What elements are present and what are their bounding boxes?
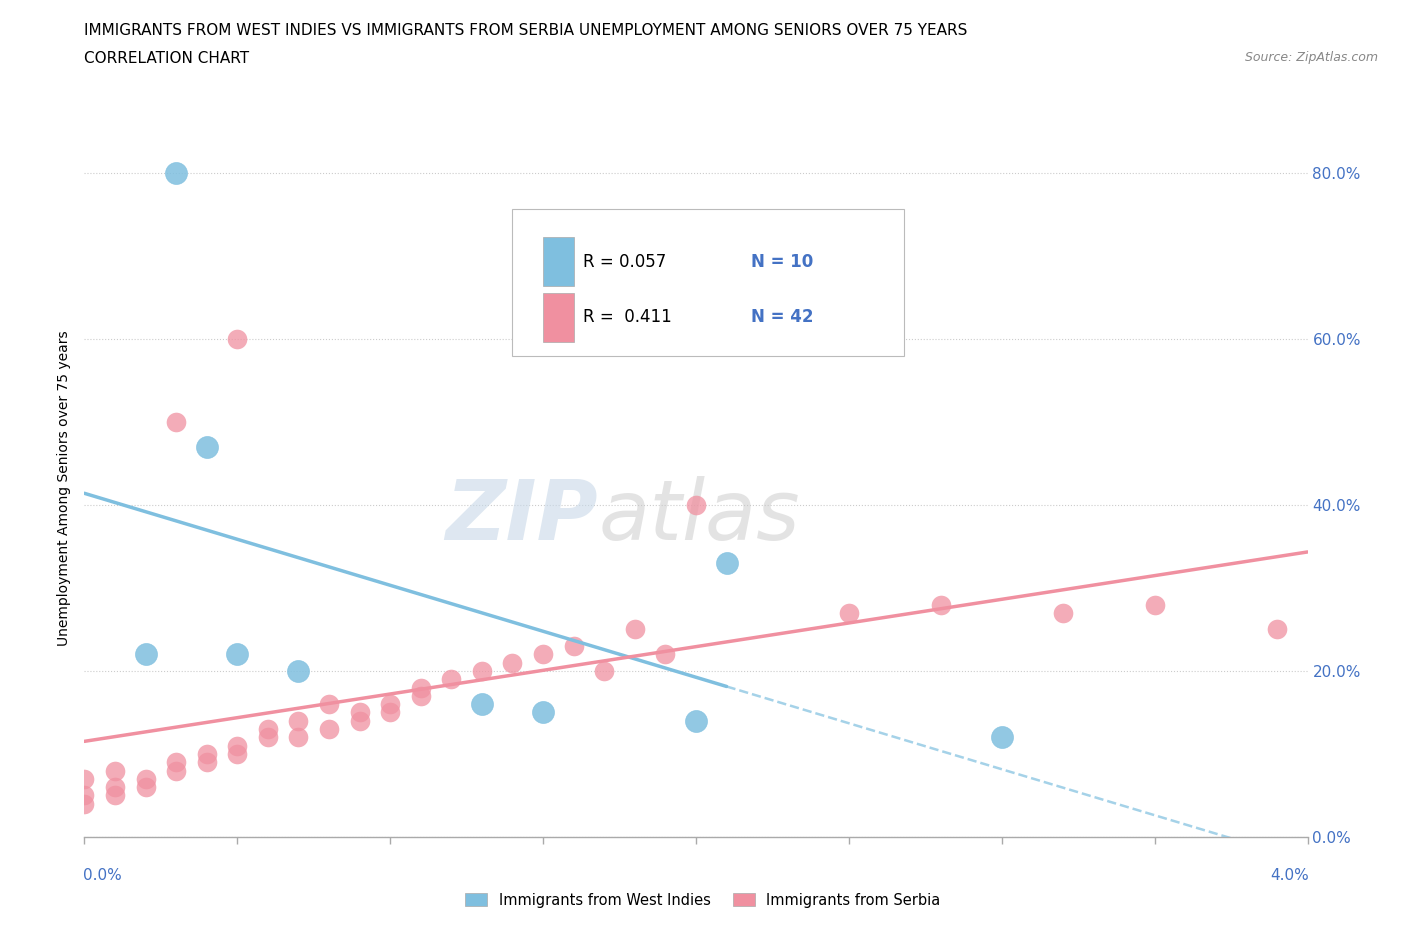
Point (287, 663, 309, 678)
Point (165, 755, 187, 770)
Point (1052, 605, 1074, 620)
Point (1143, 597, 1166, 612)
Point (135, 772, 157, 787)
Text: IMMIGRANTS FROM WEST INDIES VS IMMIGRANTS FROM SERBIA UNEMPLOYMENT AMONG SENIORS: IMMIGRANTS FROM WEST INDIES VS IMMIGRANT… (84, 23, 967, 38)
Text: CORRELATION CHART: CORRELATION CHART (84, 51, 249, 66)
Point (226, 747, 249, 762)
Point (195, 439, 218, 454)
Point (624, 622, 647, 637)
Point (73, 796, 96, 811)
Point (165, 764, 187, 778)
Point (531, 647, 554, 662)
Point (654, 647, 676, 662)
Point (226, 331, 249, 346)
Point (531, 705, 554, 720)
Text: R = 0.057: R = 0.057 (583, 253, 666, 271)
Bar (543, 237, 574, 286)
Point (73, 788, 96, 803)
Point (991, 730, 1014, 745)
Text: Source: ZipAtlas.com: Source: ZipAtlas.com (1244, 51, 1378, 64)
FancyBboxPatch shape (513, 209, 904, 356)
Text: atlas: atlas (598, 475, 800, 557)
Point (349, 713, 371, 728)
Point (409, 680, 432, 695)
Point (593, 663, 616, 678)
Point (104, 764, 127, 778)
Point (104, 788, 127, 803)
Text: 0.0%: 0.0% (83, 869, 122, 883)
Text: N = 10: N = 10 (751, 253, 813, 271)
Point (349, 705, 371, 720)
Point (929, 597, 952, 612)
Point (716, 555, 738, 570)
Point (440, 671, 463, 686)
Point (165, 415, 187, 430)
Point (287, 730, 309, 745)
Point (685, 498, 707, 512)
Point (135, 779, 157, 794)
Point (409, 688, 432, 703)
Text: N = 42: N = 42 (751, 309, 814, 326)
Point (195, 755, 218, 770)
Point (318, 722, 340, 737)
Y-axis label: Unemployment Among Seniors over 75 years: Unemployment Among Seniors over 75 years (58, 330, 72, 646)
Point (471, 697, 494, 711)
Legend: Immigrants from West Indies, Immigrants from Serbia: Immigrants from West Indies, Immigrants … (460, 886, 946, 913)
Point (287, 713, 309, 728)
Bar (543, 293, 574, 341)
Point (73, 772, 96, 787)
Point (135, 647, 157, 662)
Point (165, 166, 187, 180)
Point (257, 730, 280, 745)
Text: 4.0%: 4.0% (1270, 869, 1309, 883)
Text: R =  0.411: R = 0.411 (583, 309, 672, 326)
Point (562, 639, 585, 654)
Point (257, 722, 280, 737)
Point (471, 663, 494, 678)
Point (195, 747, 218, 762)
Text: ZIP: ZIP (446, 475, 598, 557)
Point (838, 605, 860, 620)
Point (226, 647, 249, 662)
Point (502, 656, 524, 671)
Point (104, 779, 127, 794)
Point (1265, 622, 1288, 637)
Point (380, 697, 402, 711)
Point (226, 738, 249, 753)
Point (318, 697, 340, 711)
Point (685, 713, 707, 728)
Point (380, 705, 402, 720)
